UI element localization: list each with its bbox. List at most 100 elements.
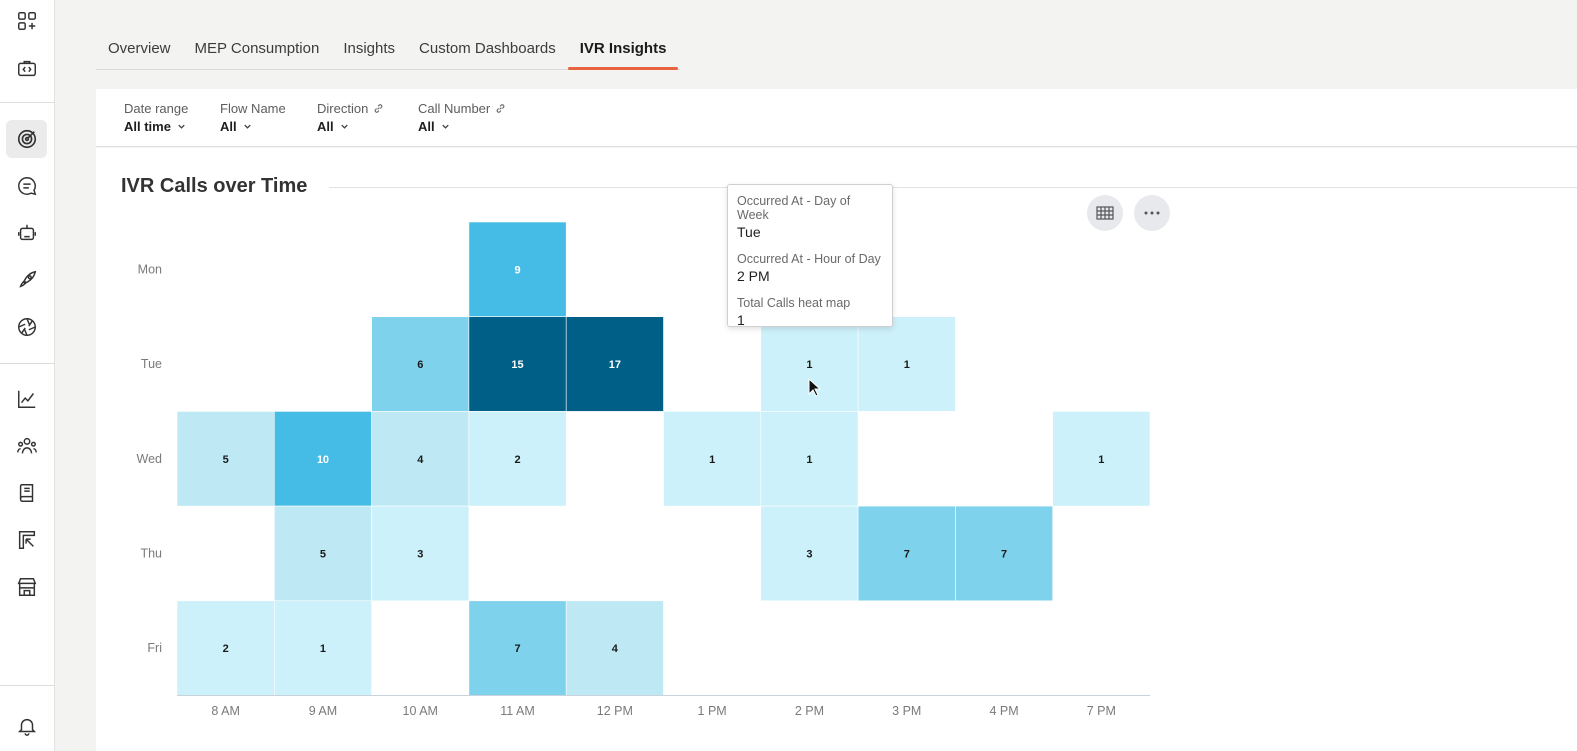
ellipsis-icon (1144, 211, 1160, 215)
bell-icon[interactable] (6, 707, 47, 745)
heatmap-cell[interactable] (371, 411, 470, 507)
table-view-button[interactable] (1087, 195, 1123, 231)
rail-divider (0, 363, 55, 364)
heatmap-cell[interactable] (857, 316, 956, 412)
cell-value-label: 5 (223, 454, 229, 466)
tooltip-value: 1 (737, 312, 745, 328)
filter-label: Flow Name (220, 101, 286, 116)
link-icon (374, 104, 383, 113)
tooltip-value: 2 PM (737, 268, 770, 284)
aperture-icon[interactable] (6, 308, 47, 346)
cell-value-label: 7 (904, 548, 910, 560)
tooltip-label: Total Calls heat map (737, 296, 851, 310)
x-axis-tick-label: 10 AM (403, 704, 438, 718)
tab-custom-dashboards[interactable]: Custom Dashboards (419, 40, 556, 57)
cell-value-label: 3 (806, 548, 812, 560)
report-icon[interactable] (6, 521, 47, 559)
x-axis-tick-label: 8 AM (211, 704, 240, 718)
x-axis-tick-label: 4 PM (989, 704, 1018, 718)
cell-value-label: 4 (612, 643, 619, 655)
heatmap-cell[interactable] (760, 411, 859, 507)
target-icon[interactable] (6, 120, 47, 158)
filter-value[interactable]: All (220, 119, 286, 134)
heatmap-cell[interactable] (565, 316, 664, 412)
tab-overview[interactable]: Overview (108, 40, 171, 57)
x-axis-tick-label: 11 AM (500, 704, 535, 718)
code-briefcase-icon[interactable] (6, 49, 47, 87)
cell-value-label: 15 (511, 359, 523, 371)
x-axis-tick-label: 12 PM (597, 704, 633, 718)
heatmap-chart: 96 15 17 1 15 10 4 2 1 1 15 3 3 7 72 1 7 4MonTueWedThuFri… (137, 221, 1151, 718)
x-axis-tick-label: 9 AM (309, 704, 338, 718)
link-icon (496, 104, 505, 113)
heatmap-cell[interactable] (468, 221, 567, 317)
line-chart-icon[interactable] (6, 380, 47, 418)
filter-label: Call Number (418, 101, 506, 116)
heatmap-cell[interactable] (760, 316, 859, 412)
y-axis-tick-label: Wed (137, 452, 163, 466)
date-range-filter[interactable]: Date range All time (124, 101, 188, 134)
filter-value[interactable]: All time (124, 119, 188, 134)
heatmap-cell[interactable] (955, 505, 1054, 602)
chart-tooltip: Occurred At - Day of Week Tue Occurred A… (727, 184, 893, 328)
tooltip-value: Tue (737, 224, 761, 240)
heatmap-cell[interactable] (468, 600, 567, 696)
robot-icon[interactable] (6, 214, 47, 252)
cell-value-label: 9 (514, 264, 520, 276)
team-icon[interactable] (6, 427, 47, 465)
x-axis-tick-label: 3 PM (892, 704, 921, 718)
y-axis-tick-label: Tue (141, 357, 162, 371)
chevron-down-icon (243, 124, 251, 129)
x-axis-tick-label: 2 PM (795, 704, 824, 718)
heatmap-cell[interactable] (1052, 411, 1151, 507)
grid-plus-icon[interactable] (6, 2, 47, 40)
heatmap-cell[interactable] (371, 316, 470, 412)
heatmap-cell[interactable] (857, 505, 956, 602)
left-navigation-rail (0, 0, 55, 751)
tab-mep-consumption[interactable]: MEP Consumption (194, 40, 320, 57)
heatmap-cell[interactable] (176, 411, 275, 507)
rail-divider (0, 102, 55, 103)
dashboard-tabs: Overview MEP Consumption Insights Custom… (96, 30, 680, 70)
more-options-button[interactable] (1134, 195, 1170, 231)
heatmap-cell[interactable] (371, 505, 470, 602)
cell-value-label: 1 (1098, 454, 1104, 466)
tooltip-label: Occurred At - Day of Week (737, 194, 851, 222)
y-axis-tick-label: Thu (140, 546, 162, 560)
cell-value-label: 1 (320, 643, 326, 655)
filter-bar: Date range All time Flow Name All Direct… (96, 89, 1577, 147)
cell-value-label: 17 (609, 359, 621, 371)
cell-value-label: 7 (514, 643, 520, 655)
heatmap-cell[interactable] (274, 600, 372, 696)
call-number-filter[interactable]: Call Number All (418, 101, 506, 134)
filter-value[interactable]: All (418, 119, 506, 134)
cell-value-label: 1 (806, 454, 812, 466)
heatmap-cell[interactable] (468, 411, 567, 507)
chat-bubble-icon[interactable] (6, 167, 47, 205)
heatmap-cell[interactable] (274, 505, 372, 602)
y-axis-tick-label: Mon (138, 262, 162, 276)
heatmap-cell[interactable] (274, 411, 372, 507)
heatmap-cell[interactable] (176, 600, 275, 696)
chevron-down-icon (178, 124, 185, 129)
cell-value-label: 4 (417, 454, 424, 466)
chevron-down-icon (340, 124, 348, 129)
title-divider (329, 187, 1577, 188)
heatmap-cell[interactable] (760, 505, 859, 602)
y-axis-tick-label: Fri (147, 641, 162, 655)
cell-value-label: 5 (320, 548, 326, 560)
book-icon[interactable] (6, 474, 47, 512)
store-icon[interactable] (6, 568, 47, 606)
rocket-icon[interactable] (6, 261, 47, 299)
rail-divider (0, 685, 55, 686)
heatmap-cell[interactable] (663, 411, 762, 507)
cell-value-label: 7 (1001, 548, 1007, 560)
mouse-cursor-icon (808, 378, 822, 397)
cell-value-label: 2 (514, 454, 520, 466)
tab-insights[interactable]: Insights (343, 40, 396, 57)
filter-value[interactable]: All (317, 119, 384, 134)
direction-filter[interactable]: Direction All (317, 101, 384, 134)
flow-name-filter[interactable]: Flow Name All (220, 101, 286, 134)
heatmap-cell[interactable] (565, 600, 664, 696)
tab-ivr-insights[interactable]: IVR Insights (567, 30, 679, 70)
